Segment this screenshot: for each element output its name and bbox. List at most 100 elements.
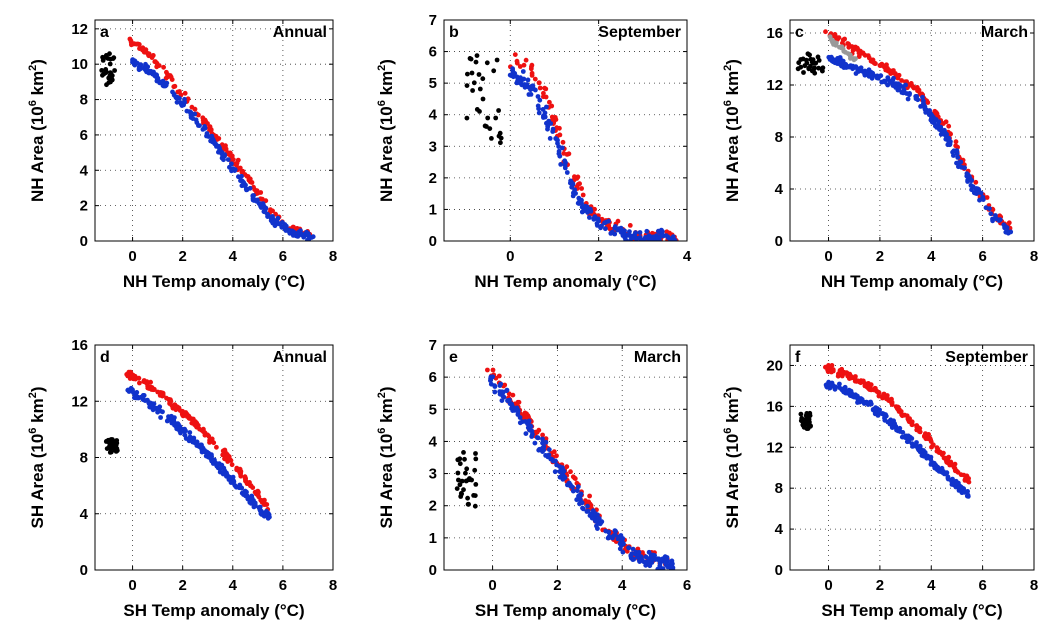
x-tick-label: 4 xyxy=(618,577,627,594)
data-point xyxy=(171,421,177,426)
panel-c: 0 2 4 6 8 0 4 8 12 16 NH Temp anomaly (°C) NH Area … xyxy=(722,19,1038,291)
data-point xyxy=(662,554,668,560)
data-point xyxy=(557,153,563,159)
data-point xyxy=(496,108,501,113)
data-point xyxy=(900,430,906,435)
data-point xyxy=(480,76,486,82)
data-point xyxy=(663,560,669,566)
data-point xyxy=(523,431,529,436)
data-point xyxy=(543,453,548,458)
x-axis-label: SH Temp anomaly (°C) xyxy=(123,601,304,620)
data-point xyxy=(233,484,239,490)
data-point xyxy=(564,464,570,470)
data-point xyxy=(114,448,120,453)
data-point xyxy=(540,449,545,454)
points-b xyxy=(464,52,679,241)
data-point xyxy=(492,384,498,389)
panel-letter: c xyxy=(795,24,804,41)
data-point xyxy=(141,379,147,384)
y-tick-label: 16 xyxy=(766,25,783,42)
data-point xyxy=(962,477,968,483)
data-point xyxy=(125,373,131,379)
x-tick-label: 0 xyxy=(128,577,136,594)
data-point xyxy=(544,104,549,110)
data-point xyxy=(103,70,109,76)
data-point xyxy=(267,514,272,520)
y-tick-label: 0 xyxy=(429,233,437,250)
data-point xyxy=(192,422,197,427)
data-point xyxy=(491,68,497,74)
data-point xyxy=(465,501,471,507)
data-point xyxy=(100,58,106,63)
axes-frame xyxy=(789,19,1035,242)
data-point xyxy=(504,387,510,393)
data-point xyxy=(532,76,538,82)
data-point xyxy=(954,151,960,157)
y-tick-label: 8 xyxy=(775,480,783,497)
data-point xyxy=(628,553,634,558)
data-point xyxy=(922,105,928,111)
x-axis-label: NH Temp anomaly (°C) xyxy=(123,272,305,291)
data-point xyxy=(112,68,117,73)
data-point xyxy=(552,115,558,120)
data-point xyxy=(852,65,858,70)
data-point xyxy=(146,400,152,405)
data-point xyxy=(1004,225,1010,231)
data-point xyxy=(507,397,512,403)
data-point xyxy=(638,237,644,241)
data-point xyxy=(251,193,256,198)
data-point xyxy=(672,238,678,241)
data-point xyxy=(510,392,516,398)
data-point xyxy=(498,140,503,146)
panel-letter: d xyxy=(100,349,110,366)
x-tick-label: 0 xyxy=(824,577,832,594)
data-point xyxy=(990,218,995,224)
data-point xyxy=(552,469,558,475)
data-point xyxy=(492,389,498,395)
data-point xyxy=(206,433,212,439)
data-point xyxy=(910,84,916,89)
data-point xyxy=(150,386,156,392)
data-point xyxy=(606,218,611,224)
data-point xyxy=(222,447,228,453)
data-point xyxy=(514,405,520,411)
data-point xyxy=(969,187,974,193)
data-point xyxy=(523,57,529,63)
x-tick-label: 2 xyxy=(179,577,187,594)
panel-title: March xyxy=(634,349,681,366)
data-point xyxy=(887,68,893,74)
x-tick-label: 6 xyxy=(978,577,986,594)
data-point xyxy=(827,57,833,62)
data-point xyxy=(944,134,949,140)
data-point xyxy=(899,413,905,419)
data-point xyxy=(158,415,164,420)
y-tick-label: 4 xyxy=(80,162,89,179)
y-tick-label: 6 xyxy=(429,369,437,386)
data-point xyxy=(873,61,878,66)
data-point xyxy=(840,58,846,64)
data-point xyxy=(930,119,936,125)
data-point xyxy=(570,181,576,187)
y-tick-label: 6 xyxy=(80,127,88,144)
data-point xyxy=(240,168,246,174)
data-point xyxy=(805,426,811,431)
y-tick-label: 8 xyxy=(80,450,88,467)
data-point xyxy=(587,493,592,499)
data-point xyxy=(657,563,663,569)
data-point xyxy=(252,187,258,193)
data-point xyxy=(181,410,187,416)
data-point xyxy=(896,427,901,432)
data-point xyxy=(152,59,158,65)
data-point xyxy=(968,178,974,184)
data-point xyxy=(914,424,920,430)
data-point xyxy=(827,382,833,387)
data-point xyxy=(256,489,261,495)
data-point xyxy=(579,209,585,215)
data-point xyxy=(202,448,207,454)
x-tick-label: 6 xyxy=(978,248,986,265)
points-a xyxy=(99,36,316,241)
data-point xyxy=(261,203,267,209)
data-point xyxy=(130,372,136,378)
data-point xyxy=(244,173,250,179)
